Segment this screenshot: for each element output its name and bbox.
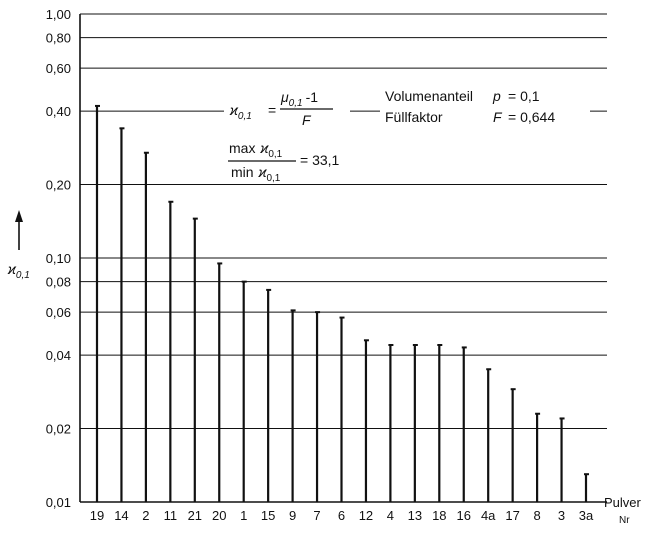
x-category-label-3a: 3a (579, 508, 594, 523)
param-fill-value: = 0,644 (508, 109, 555, 125)
formula-background (224, 90, 350, 130)
y-tick-label: 0,02 (46, 422, 71, 437)
parameter-background (380, 86, 590, 130)
svg-text:ϰ0,1: ϰ0,1 (7, 261, 30, 281)
ratio-den-word: min (231, 164, 254, 180)
x-category-label-19: 19 (90, 508, 104, 523)
x-category-label-4a: 4a (481, 508, 496, 523)
x-category-labels: 19 14 2 11 21 20 1 15 9 7 6 12 4 13 18 16 4a 17 8 3 3a (90, 508, 594, 523)
x-axis-label-line2: Nr (619, 515, 630, 526)
bars (95, 104, 589, 502)
y-tick-label: 1,00 (46, 7, 71, 22)
x-category-label-21: 21 (188, 508, 202, 523)
ratio-den-symbol: ϰ (258, 164, 268, 180)
y-axis-label: ϰ0,1 (7, 210, 30, 281)
formula-annotation: ϰ0,1 = μ0,1 -1 F (224, 89, 350, 130)
x-category-label-12: 12 (359, 508, 373, 523)
x-category-label-9: 9 (289, 508, 296, 523)
y-axis-arrow-head (15, 210, 23, 222)
x-category-label-13: 13 (408, 508, 422, 523)
ratio-num-symbol: ϰ (259, 140, 269, 156)
grid-lines (80, 13, 607, 430)
x-category-label-7: 7 (313, 508, 320, 523)
parameter-annotation: Volumenanteil p = 0,1 Füllfaktor F = 0,6… (380, 86, 590, 130)
x-axis-label: Pulver Nr (604, 495, 642, 526)
x-category-label-2: 2 (142, 508, 149, 523)
x-category-label-11: 11 (164, 508, 178, 523)
svg-text:ϰ0,1: ϰ0,1 (229, 102, 252, 122)
x-axis-label-line1: Pulver (604, 495, 642, 510)
ratio-background (224, 138, 356, 182)
x-category-label-15: 15 (261, 508, 275, 523)
x-category-label-16: 16 (457, 508, 471, 523)
formula-equals: = (268, 102, 276, 118)
y-tick-label: 0,80 (46, 31, 71, 46)
ratio-annotation: max ϰ0,1 min ϰ0,1 = 33,1 (224, 138, 356, 184)
x-category-label-8: 8 (533, 508, 540, 523)
formula-num-tail: -1 (306, 89, 319, 105)
y-tick-label: 0,08 (46, 275, 71, 290)
y-tick-label: 0,10 (46, 251, 71, 266)
ratio-num-sub: 0,1 (268, 149, 282, 160)
formula-num-symbol: μ (280, 89, 289, 105)
y-tick-labels: 0,01 0,02 0,04 0,06 0,08 0,10 0,20 0,40 0,60 0,80… (46, 7, 71, 510)
y-tick-label: 0,40 (46, 104, 71, 119)
x-category-label-6: 6 (338, 508, 345, 523)
param-fill-label: Füllfaktor (385, 109, 443, 125)
param-fill-symbol: F (493, 109, 503, 125)
y-axis-symbol: ϰ (7, 261, 17, 277)
x-category-label-3: 3 (558, 508, 565, 523)
y-axis-subscript: 0,1 (16, 270, 30, 281)
param-volume-value: = 0,1 (508, 88, 540, 104)
x-category-label-4: 4 (387, 508, 394, 523)
ratio-result: = 33,1 (300, 152, 340, 168)
y-tick-label: 0,20 (46, 178, 71, 193)
ratio-num-word: max (229, 140, 255, 156)
ratio-den-sub: 0,1 (266, 173, 280, 184)
x-category-label-1: 1 (240, 508, 247, 523)
param-volume-label: Volumenanteil (385, 88, 473, 104)
y-tick-label: 0,60 (46, 61, 71, 76)
y-tick-label: 0,06 (46, 305, 71, 320)
x-category-label-20: 20 (212, 508, 226, 523)
formula-denominator: F (302, 112, 312, 128)
formula-num-sub: 0,1 (289, 98, 303, 109)
y-tick-label: 0,01 (46, 495, 71, 510)
x-category-label-14: 14 (114, 508, 128, 523)
x-category-label-18: 18 (432, 508, 446, 523)
y-tick-label: 0,04 (46, 348, 71, 363)
param-volume-symbol: p (492, 88, 501, 104)
svg-text:μ0,1-1: μ0,1 -1 (280, 89, 318, 109)
x-category-label-17: 17 (505, 508, 519, 523)
formula-lhs-symbol: ϰ (229, 102, 239, 118)
formula-lhs-sub: 0,1 (238, 111, 252, 122)
